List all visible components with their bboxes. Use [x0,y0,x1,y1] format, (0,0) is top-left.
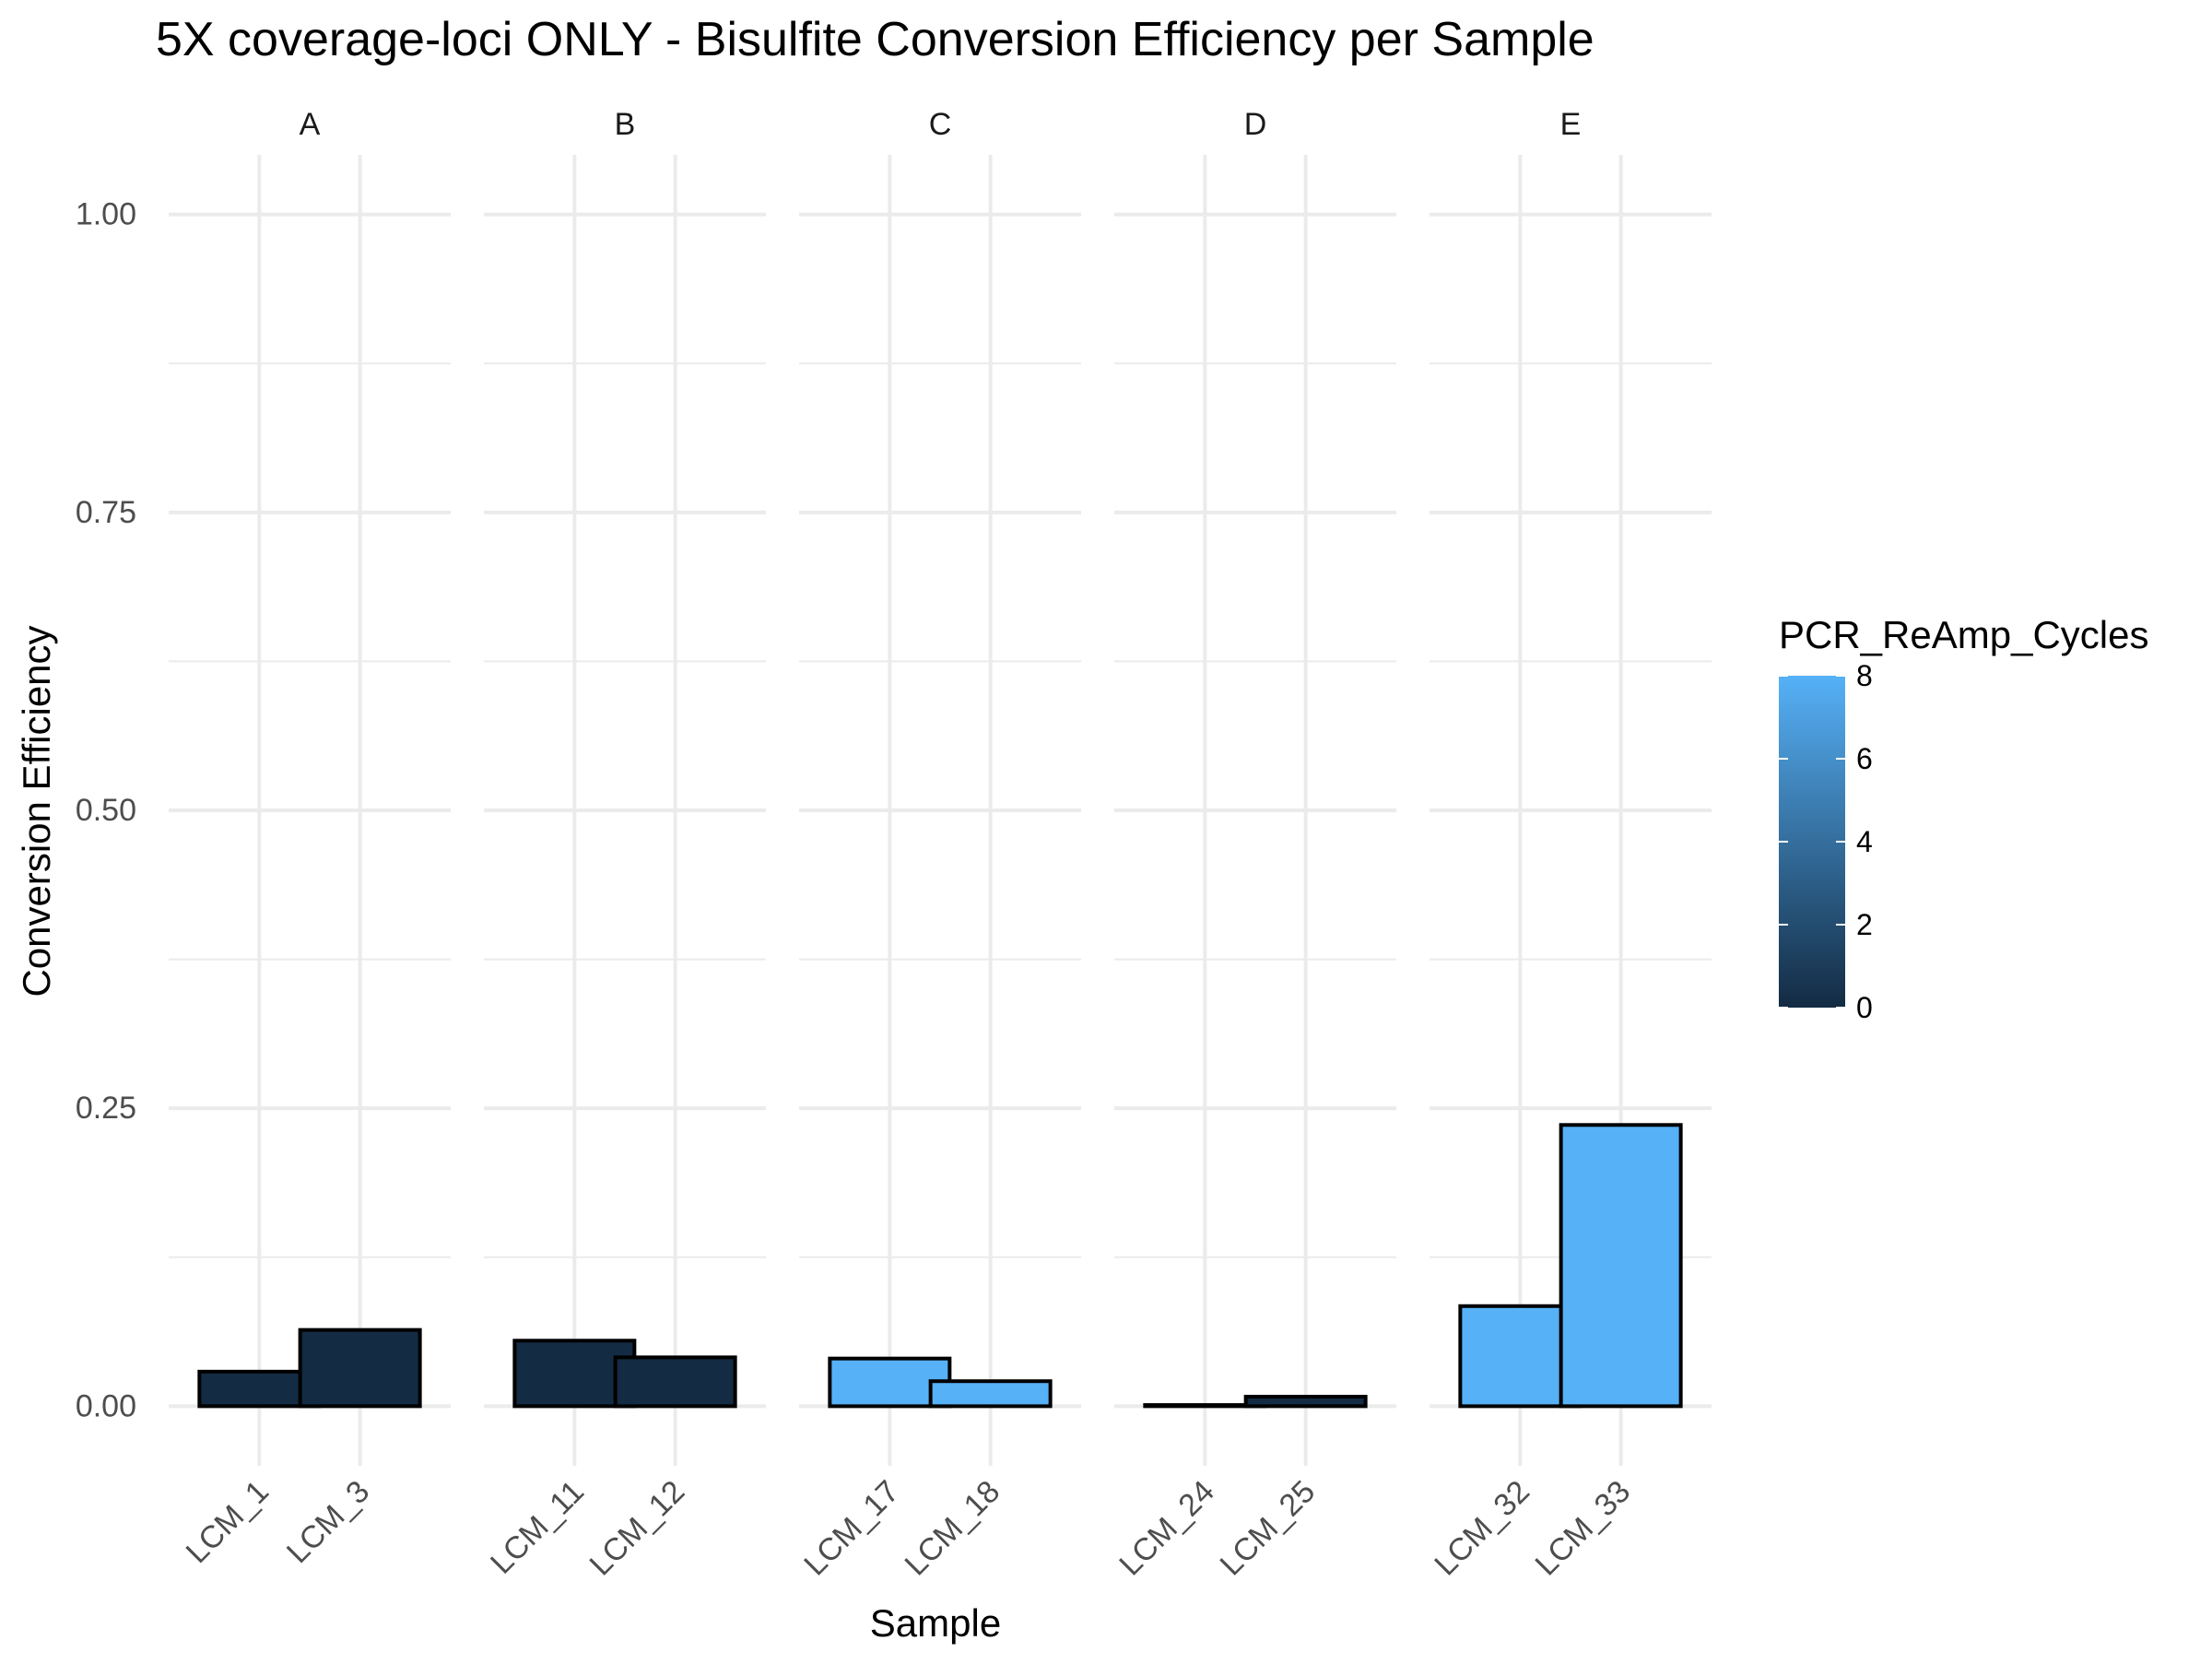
facet-strip-label: B [615,107,636,142]
y-axis-label: Conversion Efficiency [15,625,58,997]
x-tick-label: LCM_18 [899,1474,1007,1583]
legend-title: PCR_ReAmp_Cycles [1779,613,2148,656]
x-tick-label: LCM_33 [1529,1474,1638,1583]
legend-tick-label: 6 [1856,742,1873,775]
legend-tick-label: 0 [1856,991,1873,1024]
x-tick-label: LCM_1 [180,1474,276,1570]
x-tick-label: LCM_25 [1214,1474,1323,1583]
legend-tick-label: 4 [1856,825,1873,858]
x-tick-label: LCM_11 [484,1474,591,1581]
legend-ticks: 0 2 4 6 8 [1779,659,1873,1024]
bar-lcm-3 [298,1328,422,1409]
facet-strip-label: E [1560,107,1582,142]
y-tick-label: 0.25 [76,1091,136,1126]
bar-lcm-12 [613,1355,737,1409]
chart-title: 5X coverage-loci ONLY - Bisulfite Conver… [156,13,1594,66]
facet-panel-a: LCM_1 LCM_3 A [169,107,451,1570]
legend-tick-label: 2 [1856,908,1873,941]
x-tick-label: LCM_32 [1428,1474,1536,1583]
legend-colorbar [1779,676,1845,1008]
x-axis-label: Sample [870,1601,1001,1645]
bar-lcm-33 [1559,1123,1683,1409]
y-tick-label: 0.50 [76,793,136,828]
x-tick-label: LCM_17 [797,1474,906,1583]
bar-lcm-18 [928,1379,1053,1409]
facet-strip-label: D [1244,107,1267,142]
facet-strip-label: A [300,107,321,142]
y-axis: 0.00 0.25 0.50 0.75 1.00 [76,197,136,1424]
y-tick-label: 0.00 [76,1388,136,1423]
facet-strip-label: C [929,107,952,142]
x-tick-label: LCM_24 [1112,1474,1221,1583]
x-tick-label: LCM_3 [280,1474,376,1570]
x-tick-label: LCM_12 [583,1474,692,1583]
y-tick-label: 1.00 [76,197,136,232]
facet-panels: LCM_1 LCM_3ALCM_11LCM_12BLCM_17LCM_18CLCM… [169,107,1712,1583]
y-tick-label: 0.75 [76,495,136,530]
legend-tick-label: 8 [1856,659,1873,692]
color-legend: PCR_ReAmp_Cycles 0 2 4 6 8 [1779,613,2148,1024]
bar-lcm-25 [1243,1395,1368,1409]
